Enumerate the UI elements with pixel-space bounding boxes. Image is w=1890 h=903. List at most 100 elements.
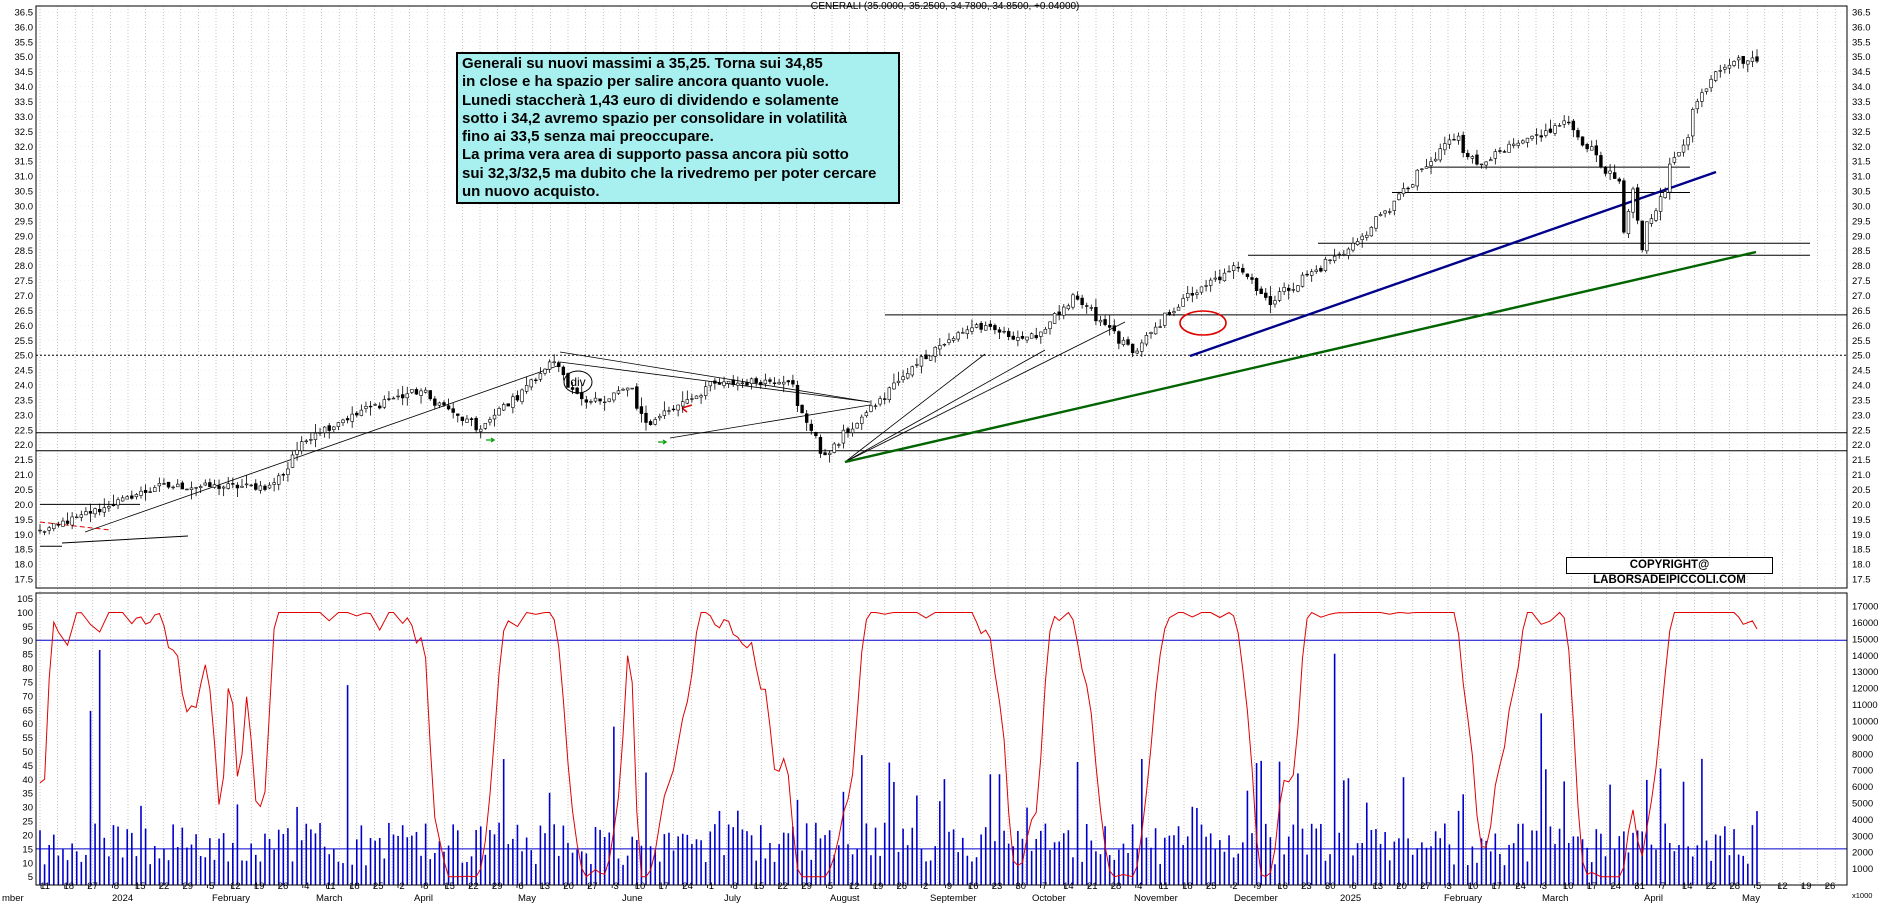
candle [1374,216,1378,232]
candle [1649,213,1654,227]
candle-body [1534,134,1539,136]
month-label: 2024 [112,893,133,903]
candle-body [391,397,396,400]
candle-body [561,366,566,376]
red-dashed-line [39,521,111,531]
candle-body [786,380,791,383]
candle [1259,286,1263,295]
candle [685,390,690,405]
candle [1112,319,1116,334]
candle [524,376,529,394]
candle [231,477,235,489]
candle [1746,60,1750,72]
candle-body [1181,298,1185,307]
trendline [84,364,561,533]
candle-body [1420,168,1424,170]
price-tick-label-right: 21.5 [1852,455,1871,466]
volume-tick-label: 9000 [1852,733,1873,744]
volume-unit-label: x1000 [1852,891,1872,900]
annotation-line: sotto i 34,2 avremo spazio per consolida… [462,109,848,127]
candle-body [552,361,556,364]
candle [1052,312,1057,324]
candle [1677,152,1681,157]
candle [1723,63,1727,74]
candle-body [1654,210,1658,221]
candle [1066,303,1071,311]
candle [1567,115,1571,126]
price-tick-label-left: 31.5 [15,157,34,168]
candle [1328,259,1332,265]
candle-body [235,484,240,489]
candle [1264,287,1268,301]
candle [1691,107,1695,143]
candle-body [1677,152,1681,157]
candle-body [143,490,148,493]
oscillator-tick-label: 40 [22,775,33,786]
candle-body [176,483,180,488]
candle-body [658,415,662,419]
candle-body [837,444,841,446]
candle-body [1704,88,1709,92]
candle-body [1443,143,1447,151]
trendline [844,353,986,463]
candle-body [1075,295,1080,300]
candle [1140,339,1144,357]
candle [1640,220,1644,253]
candle [226,476,230,490]
date-tick-label: 19 [873,881,884,892]
candle-body [189,487,194,490]
candle-body [1071,294,1075,308]
candle-body [1282,287,1286,292]
candle [612,392,616,403]
candle-body [1374,216,1378,229]
candle-body [1250,277,1254,280]
candle-body [919,356,924,367]
candle-body [217,485,221,489]
candle [722,376,726,389]
candle [1608,164,1612,181]
price-tick-label-left: 36.0 [15,22,34,33]
candle [1548,119,1553,134]
price-tick-label-right: 25.5 [1852,336,1871,347]
candle-body [350,413,354,422]
candle-body [1273,300,1277,305]
date-tick-label: 10 [1468,881,1479,892]
candle [1365,231,1369,241]
month-label: March [1542,893,1568,903]
candle [635,383,639,411]
candle-body [639,406,644,414]
candle-body [1360,235,1364,240]
candle-body [1415,169,1419,187]
candle [1521,139,1525,145]
candle [465,414,469,423]
candle-body [1048,321,1052,330]
candle-body [1103,319,1107,325]
candle-body [1094,307,1098,322]
candle [653,417,657,426]
annotation-line: in close e ha spazio per salire ancora q… [462,73,829,91]
candle-body [749,378,754,384]
candle [1461,131,1465,158]
candle [1204,279,1208,292]
candle-body [1562,120,1566,125]
date-tick-label: 7 [1661,881,1666,892]
candle [681,391,685,413]
candle [703,381,708,400]
candle-body [396,395,400,398]
price-tick-label-left: 31.0 [15,172,34,183]
candle-body [1401,188,1406,195]
candle-body [951,338,956,341]
date-tick-label: 8 [733,881,738,892]
candle [1489,156,1493,162]
candle [947,333,951,346]
candle-body [446,405,451,410]
candle-body [148,491,152,493]
candle-body [644,412,648,423]
candle [1599,151,1603,169]
candle-body [368,405,373,408]
trendline [669,404,871,439]
candle-body [1020,335,1025,339]
candle-body [166,481,171,488]
oscillator-tick-label: 25 [22,817,33,828]
candle [878,395,882,407]
